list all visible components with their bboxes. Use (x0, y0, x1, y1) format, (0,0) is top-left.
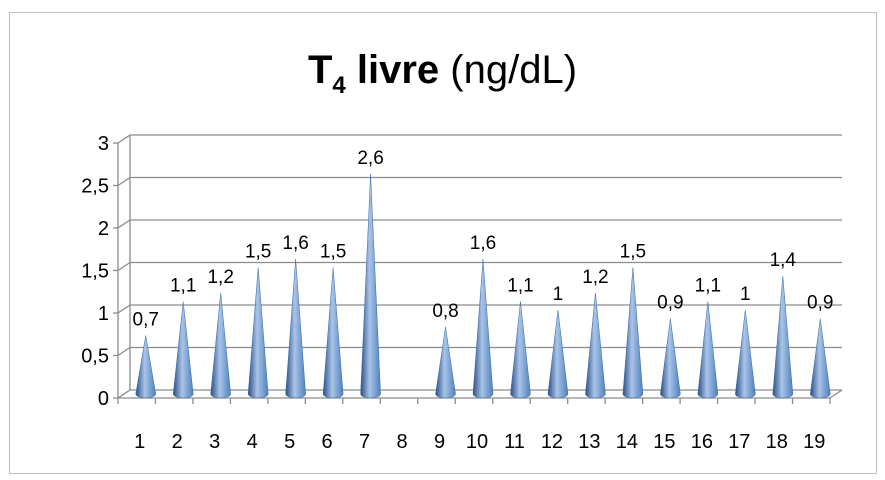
x-tick-label: 2 (172, 431, 183, 453)
chart-title-main: T (307, 48, 333, 92)
data-label: 1,2 (582, 267, 608, 288)
data-label: 1,5 (320, 242, 346, 263)
cone-bar (360, 173, 381, 399)
cone-bar (435, 326, 456, 399)
x-tick-label: 4 (247, 431, 258, 453)
cone-bar (810, 318, 831, 399)
data-label: 1,1 (507, 276, 533, 297)
y-tick-label: 1,5 (81, 261, 109, 283)
x-tick-label: 13 (578, 431, 600, 453)
data-label: 1,4 (770, 250, 797, 271)
x-tick-label: 11 (504, 431, 525, 453)
cone-bar (697, 301, 719, 399)
label-layer: 0,7 1,1 1,2 1,5 1,6 1,5 2,6 0,8 1,6 1,1 1 1,2 1,5 0,9… (133, 148, 834, 331)
gridline-offset (117, 346, 131, 357)
x-tick-label: 14 (616, 431, 638, 453)
cone-bar (472, 258, 494, 399)
data-label: 1,5 (245, 242, 271, 263)
x-tick-label: 12 (541, 431, 563, 453)
chart-title-bold-rest: livre (345, 48, 440, 92)
axis-layer: 00,511,522,531 2 3 4 5 6 7 8 9 10 11 12 13 14 15 16 17 18… (81, 133, 843, 453)
data-label: 1 (553, 284, 564, 305)
cone-bar (660, 318, 681, 399)
cone-bar (735, 309, 756, 399)
x-tick-label: 1 (134, 431, 145, 453)
cone-bar (622, 267, 644, 399)
x-tick-label: 15 (653, 431, 675, 453)
chart-title: T4 livre (ng/dL) (0, 48, 885, 99)
cone-bar (322, 267, 344, 399)
cone-layer (135, 173, 831, 399)
cone-bar (510, 301, 531, 399)
x-tick-label: 9 (434, 431, 445, 453)
gridline-offset (117, 219, 131, 229)
x-tick-label: 19 (803, 431, 825, 453)
chart-title-unit: (ng/dL) (439, 48, 578, 92)
x-tick-label: 3 (209, 431, 220, 453)
cone-bar (547, 309, 569, 399)
y-tick-label: 0 (98, 388, 109, 410)
x-tick-label: 17 (728, 431, 750, 453)
data-label: 1,1 (695, 276, 721, 297)
cone-bar (585, 292, 606, 399)
floor-right-edge (829, 389, 843, 399)
y-tick-label: 3 (98, 133, 109, 155)
x-tick-label: 8 (396, 431, 407, 453)
y-tick-label: 0,5 (81, 346, 109, 368)
data-label: 1,2 (207, 267, 233, 288)
y-tick-label: 2 (98, 218, 109, 240)
gridline-offset (117, 389, 131, 399)
data-label: 2,6 (357, 148, 383, 169)
gridline-offset (117, 261, 131, 272)
gridline-offset (117, 304, 131, 314)
y-tick-label: 1 (98, 303, 109, 325)
data-label: 1 (740, 284, 751, 305)
cone-bar (135, 335, 156, 399)
x-tick-label: 5 (284, 431, 295, 453)
cone-bar (285, 258, 306, 399)
y-tick-label: 2,5 (81, 176, 109, 198)
x-tick-label: 18 (766, 431, 788, 453)
x-tick-label: 10 (466, 431, 488, 453)
x-tick-label: 6 (322, 431, 333, 453)
chart-title-subscript: 4 (332, 72, 346, 99)
x-tick-label: 7 (359, 431, 370, 453)
cone-bar (772, 275, 794, 399)
data-label: 0,8 (432, 301, 458, 322)
data-label: 1,5 (620, 242, 646, 263)
data-label: 0,7 (133, 310, 159, 331)
cone-bar (247, 267, 269, 399)
gridline-offset (117, 176, 131, 187)
cone-bar (172, 301, 194, 399)
x-tick-label: 16 (691, 431, 713, 453)
data-label: 1,1 (170, 276, 196, 297)
cone-bar (210, 292, 231, 399)
gridline-offset (117, 134, 131, 144)
data-label: 1,6 (470, 233, 496, 254)
data-label: 0,9 (657, 293, 683, 314)
data-label: 0,9 (807, 293, 833, 314)
data-label: 1,6 (282, 233, 308, 254)
